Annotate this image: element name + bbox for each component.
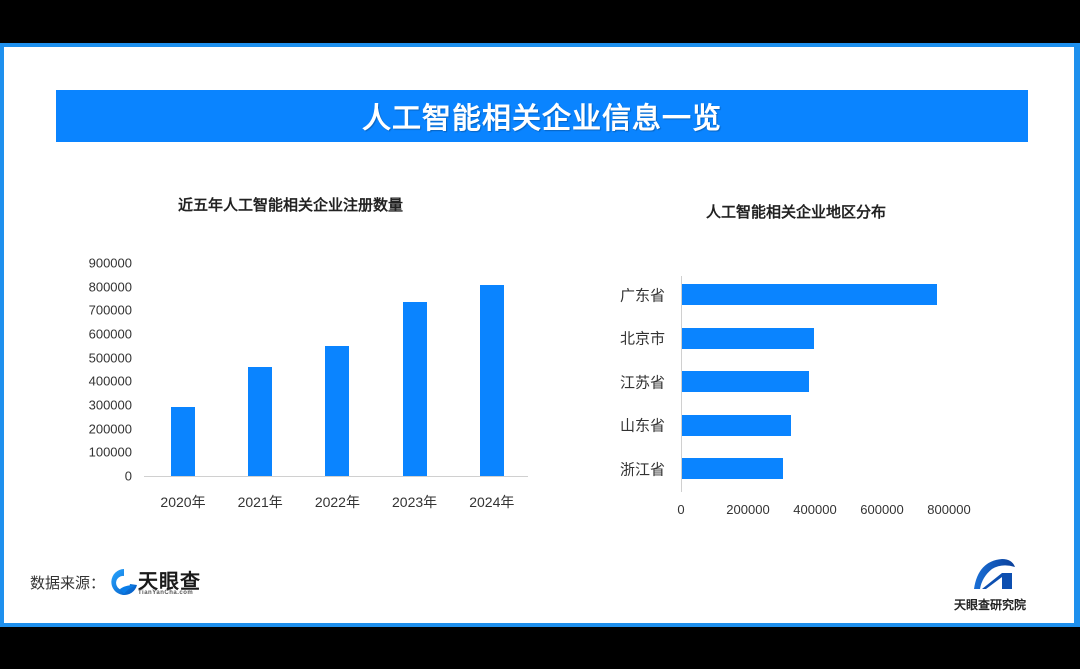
bar-广东省 <box>682 284 937 305</box>
x-tick-label: 2022年 <box>314 494 360 510</box>
tianyancha-swirl-icon <box>111 569 137 595</box>
bar-2024年 <box>479 285 504 476</box>
category-label: 山东省 <box>620 417 666 435</box>
y-tick-label: 700000 <box>88 302 132 318</box>
y-tick-label: 800000 <box>88 279 132 295</box>
chart-title-registrations: 近五年人工智能相关企业注册数量 <box>178 197 404 214</box>
y-tick-label: 300000 <box>88 397 132 413</box>
y-tick-label: 500000 <box>88 350 132 366</box>
bar-2023年 <box>402 302 427 476</box>
tianyancha-logo: 天眼查 TianYanCha.com <box>110 565 210 601</box>
bar-山东省 <box>682 414 791 436</box>
x-tick-label: 0 <box>677 502 685 517</box>
title-banner: 人工智能相关企业信息一览 <box>56 90 1028 142</box>
bar-2022年 <box>325 345 350 476</box>
x-tick-label: 2021年 <box>237 494 283 510</box>
category-label: 北京市 <box>620 330 666 348</box>
category-label: 浙江省 <box>620 461 666 478</box>
y-tick-label: 200000 <box>88 421 132 437</box>
institute-building-icon <box>974 559 1015 589</box>
y-axis-line <box>681 276 682 492</box>
bar-北京市 <box>682 327 815 349</box>
tianyancha-institute-logo: 天眼查研究院 <box>950 555 1040 615</box>
institute-logo-text: 天眼查研究院 <box>954 598 1027 612</box>
category-label: 广东省 <box>620 287 666 304</box>
bar-浙江省 <box>682 458 783 479</box>
tianyancha-logo-subtext: TianYanCha.com <box>138 590 194 596</box>
bar-2021年 <box>248 367 273 476</box>
x-tick-label: 2023年 <box>392 494 438 510</box>
y-tick-label: 600000 <box>88 326 132 342</box>
x-tick-label: 800000 <box>927 502 971 517</box>
y-tick-label: 400000 <box>88 373 132 389</box>
category-label: 江苏省 <box>620 374 666 391</box>
y-tick-label: 0 <box>124 468 132 484</box>
tianyancha-logo-text: 天眼查 <box>138 571 201 593</box>
y-tick-label: 100000 <box>88 444 132 460</box>
x-tick-label: 200000 <box>726 502 770 517</box>
bar-江苏省 <box>682 371 810 392</box>
data-source-label: 数据来源： <box>30 575 106 592</box>
chart-title-regions: 人工智能相关企业地区分布 <box>706 204 887 221</box>
bar-2020年 <box>171 407 195 476</box>
x-tick-label: 2020年 <box>160 494 206 510</box>
x-axis-line <box>144 476 528 477</box>
x-tick-label: 600000 <box>860 502 904 517</box>
page-title: 人工智能相关企业信息一览 <box>361 103 722 135</box>
y-tick-label: 900000 <box>88 255 132 271</box>
x-tick-label: 400000 <box>793 502 837 517</box>
x-tick-label: 2024年 <box>469 494 515 510</box>
